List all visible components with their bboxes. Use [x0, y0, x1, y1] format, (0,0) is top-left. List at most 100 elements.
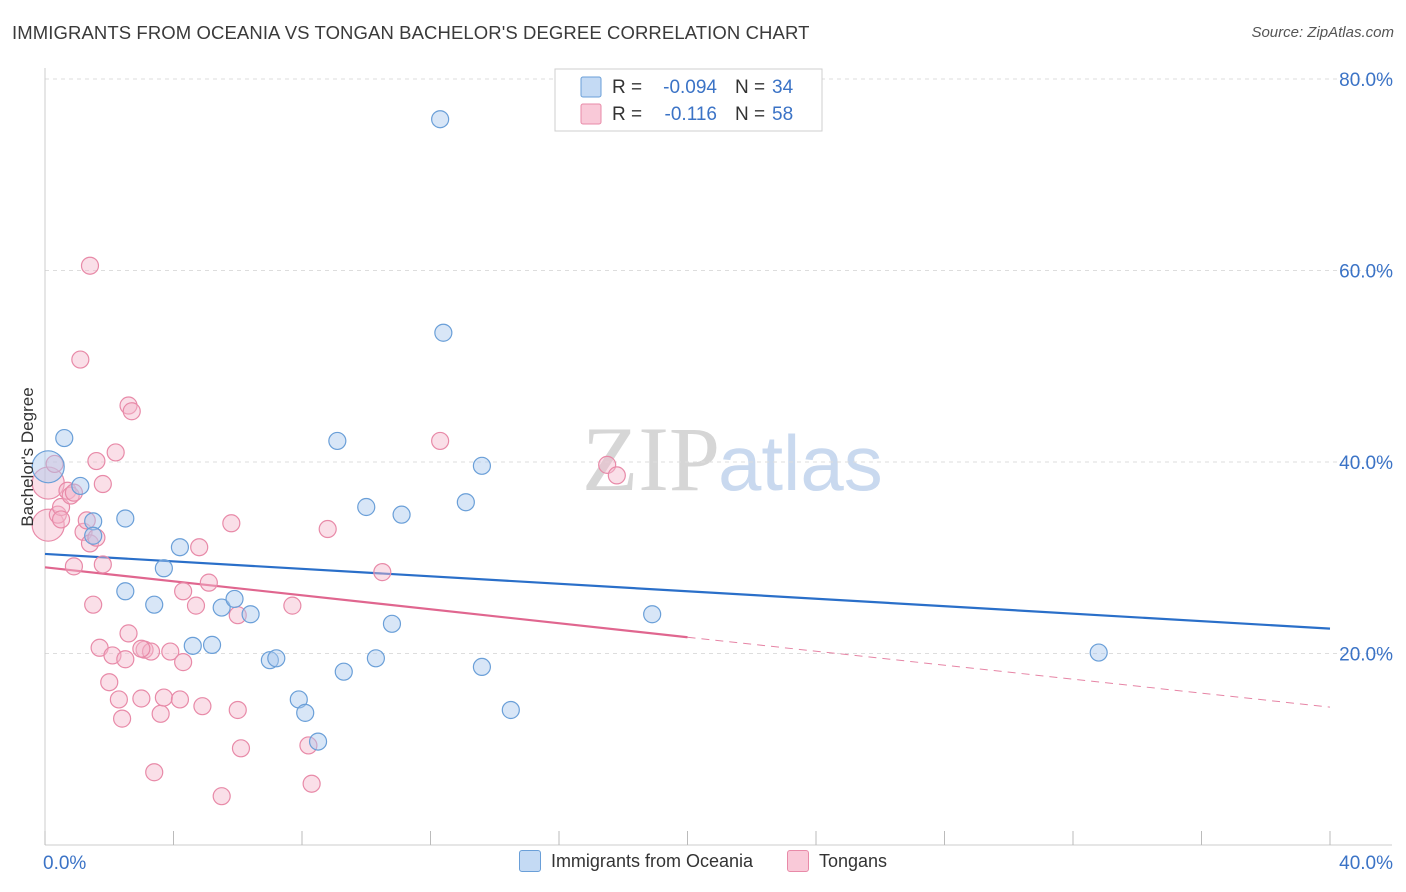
chart-title: IMMIGRANTS FROM OCEANIA VS TONGAN BACHEL…	[12, 22, 810, 43]
oceania-point	[328, 431, 347, 451]
x-tick-label: 0.0%	[43, 853, 86, 874]
legend-blue-n-label: N =	[735, 77, 765, 98]
tongans-point	[45, 454, 64, 474]
oceania-trend-line	[44, 552, 1331, 630]
tongans-point	[154, 688, 173, 707]
tongans-point	[119, 396, 138, 415]
oceania-point	[296, 703, 315, 722]
tongans-swatch	[787, 850, 809, 872]
oceania-point	[145, 595, 164, 614]
oceania-point	[472, 657, 491, 677]
tongans-point	[71, 350, 90, 369]
oceania-point	[357, 497, 376, 517]
legend-pink-swatch	[580, 103, 602, 125]
tongans-point	[212, 787, 231, 806]
tongans-point	[199, 573, 218, 592]
oceania-point	[267, 649, 286, 668]
tongans-point	[193, 697, 212, 716]
y-tick-label: 60.0%	[1339, 262, 1393, 283]
legend-item-oceania[interactable]: Immigrants from Oceania	[518, 850, 753, 872]
tongans-point	[174, 653, 193, 672]
oceania-point	[334, 662, 353, 681]
tongans-point	[84, 595, 103, 614]
tongans-point	[132, 689, 151, 708]
tongans-point	[318, 519, 337, 539]
oceania-point	[84, 512, 103, 531]
tongans-point	[51, 510, 71, 529]
legend-blue-swatch	[580, 76, 602, 98]
oceania-point	[260, 651, 279, 670]
tongans-point	[112, 709, 132, 728]
tongans-point	[190, 538, 209, 557]
tongans-point	[170, 690, 190, 709]
tongans-point	[302, 774, 321, 793]
x-tick-label: 40.0%	[1339, 853, 1393, 874]
legend-box: R = -0.094 N = 34 R = -0.116 N = 58	[554, 68, 823, 132]
y-tick-label: 20.0%	[1339, 645, 1393, 666]
tongans-point	[122, 402, 141, 421]
tongans-point	[231, 739, 251, 758]
tongans-point	[299, 736, 318, 755]
y-axis-label: Bachelor's Degree	[18, 387, 37, 526]
bottom-legend: Immigrants from Oceania Tongans	[0, 850, 1406, 872]
oceania-point	[1089, 643, 1108, 662]
oceania-point	[154, 559, 173, 578]
tongans-point	[161, 642, 180, 661]
oceania-point	[472, 456, 491, 475]
tongans-point	[186, 596, 206, 615]
tongans-point	[93, 555, 112, 574]
watermark-atlas: atlas	[718, 419, 883, 507]
tongans-point	[87, 451, 106, 471]
oceania-point	[116, 582, 135, 601]
tongans-point	[80, 256, 100, 275]
oceania-point	[456, 493, 475, 512]
watermark-zip: ZIP	[582, 408, 720, 510]
legend-oceania-label: Immigrants from Oceania	[550, 850, 753, 871]
tongans-point	[93, 474, 112, 494]
oceania-point	[382, 614, 402, 633]
y-tick-label: 80.0%	[1339, 70, 1393, 91]
tongans-point	[607, 466, 626, 485]
tongans-point	[109, 690, 128, 709]
oceania-point	[170, 538, 190, 557]
legend-item-tongans[interactable]: Tongans	[787, 850, 887, 872]
oceania-point	[31, 450, 65, 484]
tongans-point	[222, 514, 241, 533]
oceania-point	[308, 732, 328, 751]
oceania-swatch	[518, 850, 541, 872]
tongans-trend-line	[44, 566, 688, 639]
tongans-point	[431, 431, 450, 451]
source-label: Source: ZipAtlas.com	[1251, 24, 1394, 41]
tongans-point	[116, 650, 135, 669]
y-tick-label: 40.0%	[1339, 453, 1393, 474]
oceania-point	[202, 635, 222, 654]
oceania-point	[212, 598, 231, 617]
oceania-point	[225, 589, 244, 609]
oceania-point	[241, 605, 260, 624]
tongans-point	[283, 596, 302, 615]
oceania-point	[431, 110, 450, 129]
tongans-point	[61, 486, 80, 505]
oceania-point	[116, 509, 135, 528]
oceania-point	[84, 526, 103, 545]
oceania-point	[501, 700, 520, 720]
tongans-point	[64, 483, 84, 502]
tongans-point	[132, 639, 151, 658]
oceania-point	[392, 505, 411, 524]
tongans-point	[77, 511, 96, 530]
legend-tongans-label: Tongans	[819, 850, 888, 871]
legend-blue-r-label: R =	[612, 77, 642, 98]
legend-blue-r: -0.094	[663, 77, 717, 98]
tongans-point	[100, 673, 119, 692]
oceania-point	[366, 649, 385, 668]
oceania-point	[183, 636, 202, 655]
tongans-point	[119, 624, 138, 643]
tongans-point	[106, 443, 125, 462]
legend-blue-n: 34	[772, 77, 794, 98]
oceania-point	[434, 323, 453, 342]
tongans-point	[174, 582, 193, 601]
legend-pink-n-label: N =	[735, 104, 765, 125]
legend-pink-n: 58	[772, 104, 793, 125]
tongans-point	[373, 563, 392, 582]
